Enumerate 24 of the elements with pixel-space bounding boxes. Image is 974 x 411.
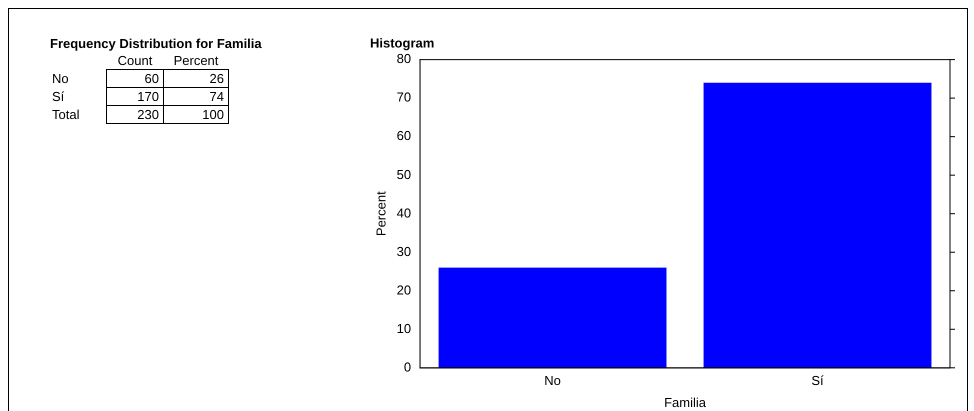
- y-tick-label: 70: [396, 90, 412, 105]
- text: Percent: [172, 52, 220, 70]
- category-label: Total: [51, 106, 80, 124]
- y-tick-label: 20: [396, 282, 412, 298]
- y-tick-label: 30: [396, 244, 412, 259]
- chart-title: Histogram: [370, 35, 434, 50]
- y-tick-label: 80: [396, 51, 412, 66]
- data-label: 74: [164, 88, 228, 106]
- text: Count: [116, 52, 154, 70]
- y-tick-label: 10: [396, 320, 412, 336]
- data-label: 26: [164, 70, 228, 88]
- data-label: 60: [106, 70, 164, 88]
- y-tick-label: 40: [396, 205, 412, 220]
- y-tick-label: 60: [396, 128, 412, 144]
- data-label: 230: [106, 106, 164, 124]
- category-label: No: [51, 70, 70, 88]
- x-axis-title: Familia: [664, 394, 707, 410]
- data-label: 170: [106, 88, 164, 106]
- y-tick-label: 50: [396, 166, 412, 182]
- y-tick-label: 0: [404, 359, 412, 374]
- category-label: Sí: [51, 88, 66, 106]
- text: Frequency Distribution for Familia: [50, 36, 262, 51]
- y-axis-title: Percent: [373, 190, 388, 236]
- data-label: 100: [164, 106, 228, 124]
